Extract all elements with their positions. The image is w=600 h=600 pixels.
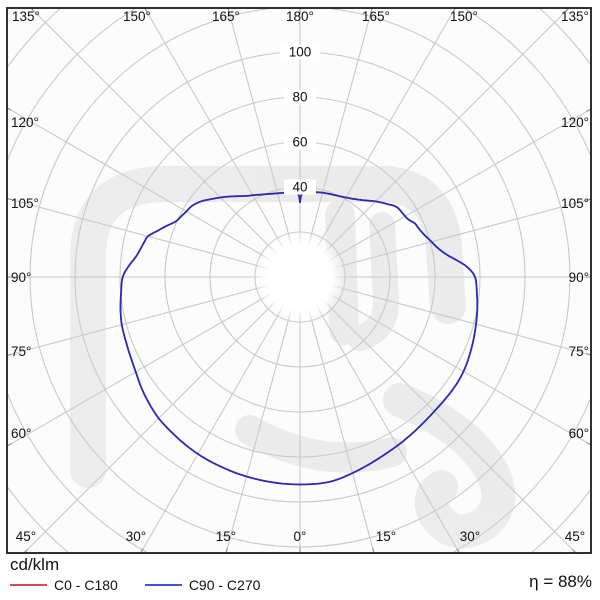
angle-label-top: 150° xyxy=(450,9,478,24)
grid-spoke xyxy=(299,9,456,278)
angle-label-left: 75° xyxy=(11,344,31,359)
polar-chart: 40 60 80 100 135° 150° 165° 180° 165° 150° 135° 45°… xyxy=(6,7,592,554)
radial-axis-label: 80 xyxy=(292,90,307,105)
radial-axis-label: 40 xyxy=(292,180,307,195)
legend-line-red-icon xyxy=(10,584,47,586)
grid-spoke xyxy=(299,276,375,552)
angle-label-top: 135° xyxy=(561,9,589,24)
legend-item-c0-c180: C0 - C180 xyxy=(10,577,118,593)
angle-label-left: 90° xyxy=(11,270,31,285)
grid-spoke xyxy=(8,276,301,356)
grid-spoke xyxy=(24,276,301,552)
radial-label-mask xyxy=(284,179,316,195)
angle-label-left: 120° xyxy=(11,115,39,130)
angle-label-bottom: 15° xyxy=(376,529,396,544)
angle-label-top: 165° xyxy=(212,9,240,24)
angle-label-right: 120° xyxy=(561,115,589,130)
radial-axis-label: 60 xyxy=(292,135,307,150)
grid-spoke xyxy=(8,276,301,447)
grid-spoke xyxy=(227,9,301,278)
legend-line-blue-icon xyxy=(144,584,182,586)
angle-label-bottom: 0° xyxy=(294,529,307,544)
grid-spoke xyxy=(299,276,576,552)
grid-spoke xyxy=(8,198,301,278)
intensity-curve-c90-c270 xyxy=(119,191,479,486)
angle-label-top: 180° xyxy=(286,9,314,24)
grid-spoke xyxy=(144,9,301,278)
radial-axis-label: 100 xyxy=(289,45,312,60)
grid-spoke xyxy=(299,108,590,278)
radial-label-mask xyxy=(284,134,316,150)
grid-spoke xyxy=(299,276,460,552)
angle-label-bottom: 45° xyxy=(565,529,585,544)
grid-spoke xyxy=(299,9,373,278)
plot-border xyxy=(6,7,592,554)
grid-spoke xyxy=(140,276,301,552)
grid-spoke xyxy=(299,276,590,446)
intensity-curves xyxy=(119,191,479,486)
grid-spoke xyxy=(31,9,301,278)
angle-label-bottom: 15° xyxy=(216,529,236,544)
radial-label-mask xyxy=(284,89,316,105)
grid-spoke xyxy=(225,276,301,552)
angle-label-top: 165° xyxy=(362,9,390,24)
legend-label-c0-c180: C0 - C180 xyxy=(54,577,118,593)
angle-label-bottom: 30° xyxy=(460,529,480,544)
angle-label-left: 105° xyxy=(11,196,39,211)
angle-label-left: 60° xyxy=(11,426,31,441)
efficiency-label: η = 88% xyxy=(529,572,592,591)
angle-label-right: 60° xyxy=(569,426,589,441)
angle-labels: 135° 150° 165° 180° 165° 150° 135° 45° 30° 15° 0° 1… xyxy=(11,9,589,544)
angle-label-right: 90° xyxy=(569,270,589,285)
angle-label-top: 150° xyxy=(123,9,151,24)
center-mask xyxy=(254,231,346,323)
angle-label-bottom: 45° xyxy=(16,529,36,544)
polar-grid xyxy=(8,9,590,552)
grid-spoke xyxy=(299,276,590,356)
angle-label-bottom: 30° xyxy=(126,529,146,544)
legend: C0 - C180 C90 - C270 xyxy=(10,576,260,594)
units-label: cd/klm xyxy=(10,555,60,574)
grid-spoke xyxy=(8,107,301,278)
legend-item-c90-c270: C90 - C270 xyxy=(144,577,261,593)
grid-spoke xyxy=(299,198,590,278)
angle-label-right: 105° xyxy=(561,196,589,211)
angle-label-right: 75° xyxy=(569,344,589,359)
legend-label-c90-c270: C90 - C270 xyxy=(188,577,261,593)
radial-label-mask xyxy=(280,44,320,60)
angle-label-top: 135° xyxy=(12,9,40,24)
grid-spoke xyxy=(299,9,569,278)
